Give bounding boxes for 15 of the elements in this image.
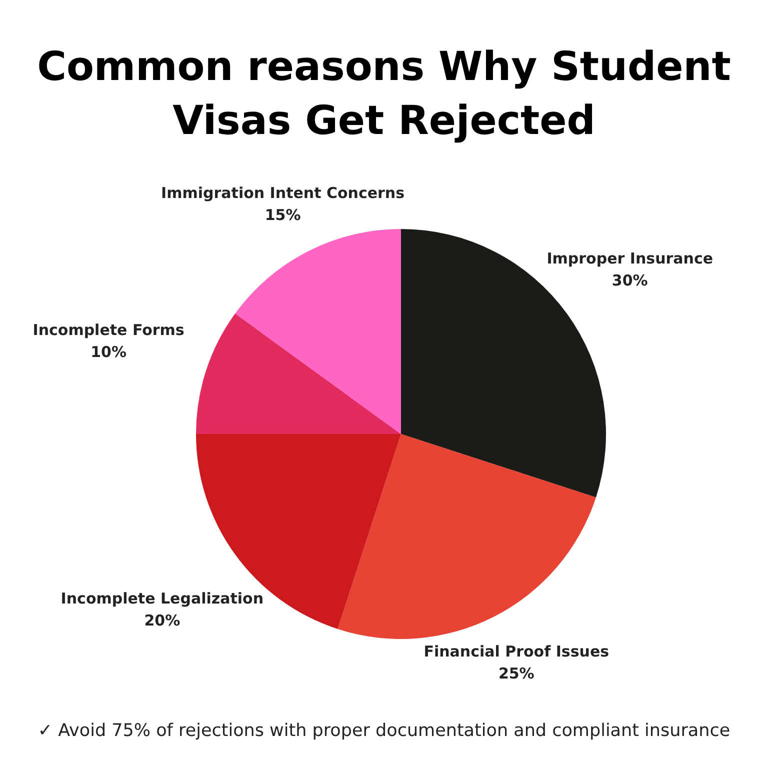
slice-label: Immigration Intent Concerns bbox=[161, 184, 405, 202]
slice-label: Incomplete Forms bbox=[32, 320, 184, 339]
pie-slice bbox=[196, 314, 401, 434]
pie-slice bbox=[235, 229, 401, 434]
data-label: 15% bbox=[264, 206, 301, 224]
data-label: 10% bbox=[90, 342, 127, 361]
data-label: 30% bbox=[612, 272, 648, 290]
data-label: 25% bbox=[498, 664, 534, 682]
slice-label: Incomplete Legalization bbox=[60, 590, 264, 608]
slice-label: Financial Proof Issues bbox=[424, 642, 610, 660]
pie-slice bbox=[338, 434, 596, 639]
text: ✓ Avoid 75% of rejections with proper documentation and compliant insurance bbox=[38, 721, 730, 741]
chart-title: Common reasons Why Student Visas Get Rejected bbox=[37, 44, 731, 144]
slice-label: Improper Insurance bbox=[546, 250, 714, 268]
data-label: 20% bbox=[144, 612, 180, 630]
